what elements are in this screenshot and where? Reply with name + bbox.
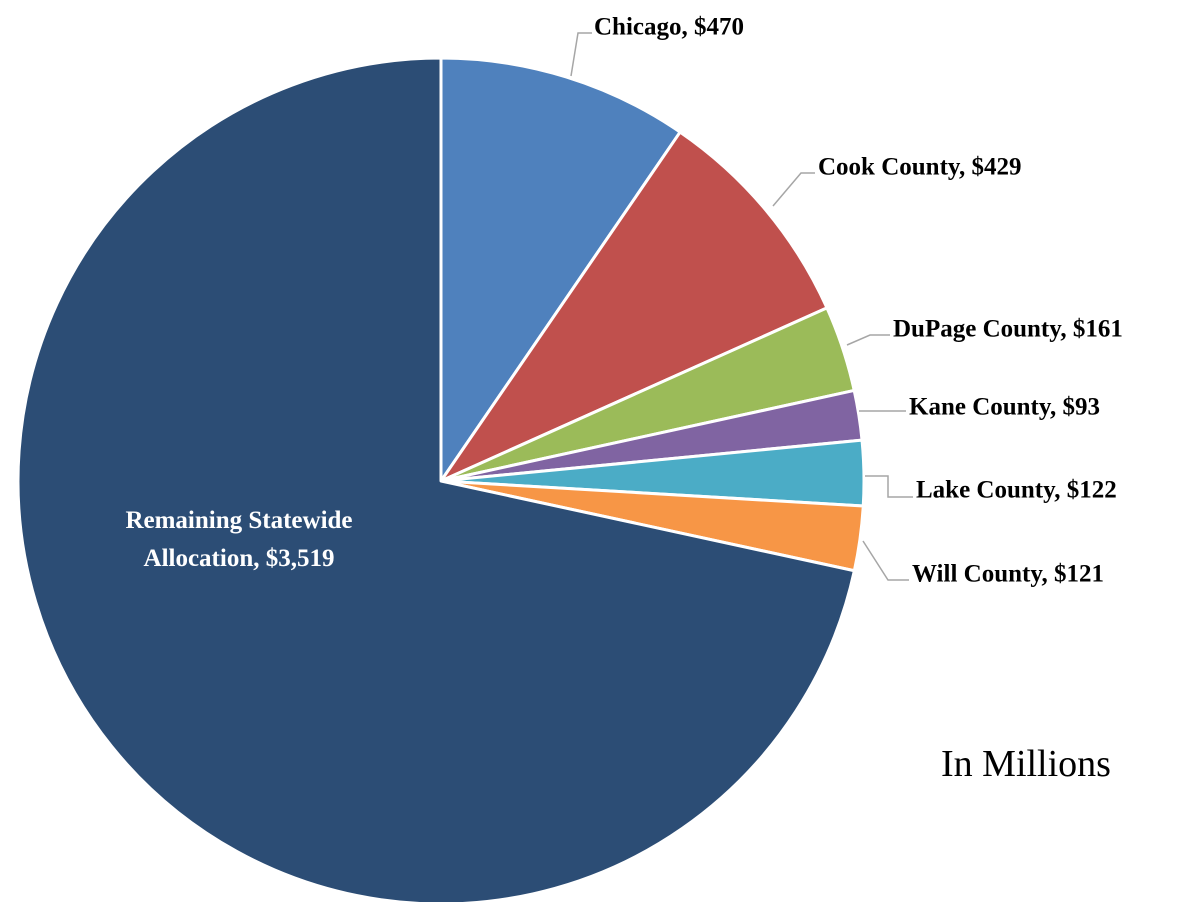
data-label-remaining-statewide-allocation: Remaining Statewide Allocation, $3,519 bbox=[125, 507, 352, 572]
data-labels-layer: Chicago, $470 Cook County, $429 DuPage Cou… bbox=[125, 14, 1122, 588]
pie-slice-cook-county bbox=[439, 130, 829, 483]
leader-line-cook-county bbox=[772, 172, 815, 207]
data-label-will-county: Will County, $121 bbox=[912, 561, 1104, 588]
data-label-chicago: Chicago, $470 bbox=[594, 14, 744, 41]
leader-line-will-county bbox=[862, 540, 909, 581]
data-label-cook-county: Cook County, $429 bbox=[818, 154, 1022, 181]
data-label-lake-county: Lake County, $122 bbox=[916, 477, 1117, 504]
data-label-line-1: Remaining Statewide bbox=[125, 507, 352, 534]
pie-slice-chicago bbox=[439, 56, 682, 483]
slices-layer bbox=[16, 56, 866, 902]
leader-line-lake-county bbox=[865, 475, 913, 498]
data-label-kane-county: Kane County, $93 bbox=[909, 394, 1100, 421]
leader-lines-layer bbox=[570, 32, 913, 581]
pie-slice-remaining-statewide-allocation bbox=[16, 56, 856, 902]
leader-line-chicago bbox=[570, 32, 592, 77]
leader-line-dupage-county bbox=[846, 334, 890, 346]
data-label-line-2: Allocation, $3,519 bbox=[144, 545, 335, 572]
unit-note: In Millions bbox=[941, 743, 1111, 785]
data-label-dupage-county: DuPage County, $161 bbox=[893, 316, 1123, 343]
